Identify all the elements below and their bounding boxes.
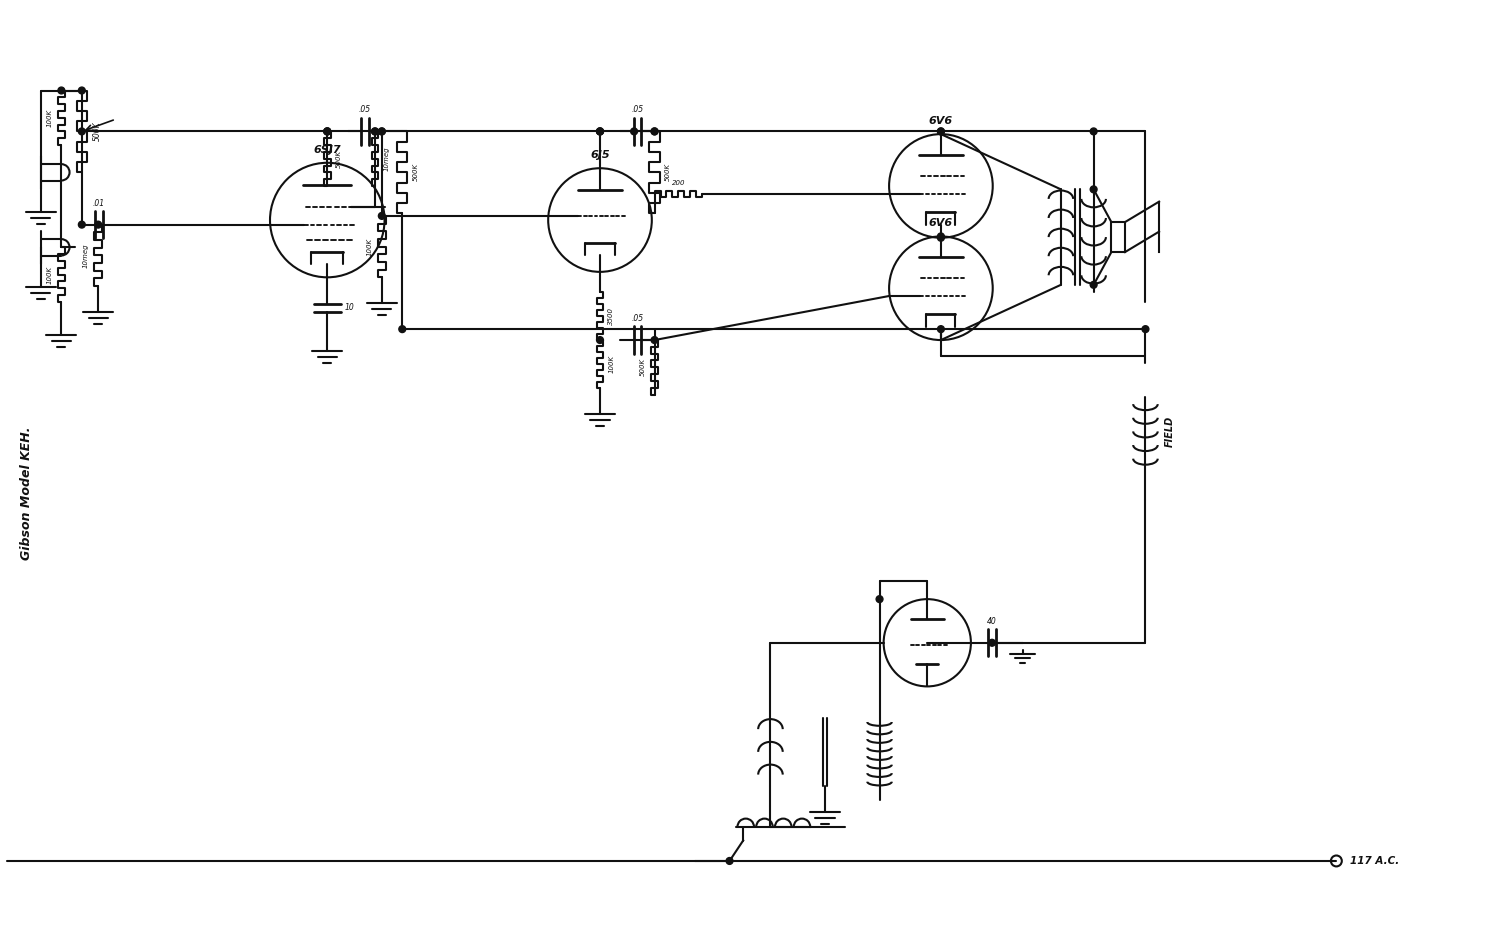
Text: 10meg: 10meg [384,146,390,171]
Text: 100K: 100K [366,237,372,256]
Circle shape [78,222,86,228]
Circle shape [597,128,603,135]
Circle shape [1090,128,1096,135]
Text: 500K: 500K [93,122,102,142]
Text: .05: .05 [632,105,644,115]
Circle shape [630,128,638,135]
Circle shape [1142,326,1149,332]
Circle shape [372,128,378,135]
Bar [1112,223,1125,252]
Circle shape [651,337,658,344]
Circle shape [58,88,64,94]
Circle shape [324,128,330,135]
Text: 40: 40 [987,616,998,626]
Circle shape [651,128,658,135]
Circle shape [651,128,658,135]
Text: 6SJ7: 6SJ7 [314,144,340,155]
Text: 10meg: 10meg [82,243,88,267]
Text: 500K: 500K [336,150,342,168]
Text: FIELD: FIELD [1164,416,1174,447]
Circle shape [938,235,945,241]
Text: 500K: 500K [413,163,419,182]
Circle shape [378,128,386,135]
Circle shape [78,88,86,94]
Circle shape [726,857,734,864]
Circle shape [938,326,945,332]
Text: Gibson Model KEH.: Gibson Model KEH. [21,426,33,560]
Circle shape [78,128,86,135]
Circle shape [597,337,603,344]
Circle shape [378,128,386,135]
Circle shape [876,596,884,602]
Text: 100K: 100K [609,355,615,373]
Text: 6V6: 6V6 [928,116,952,126]
Circle shape [597,128,603,135]
Text: 100K: 100K [46,109,53,127]
Text: .05: .05 [632,314,644,323]
Text: 6J5: 6J5 [590,150,610,160]
Circle shape [597,128,603,135]
Circle shape [372,128,378,135]
Text: 6V6: 6V6 [928,218,952,228]
Circle shape [1090,281,1096,289]
Text: 500K: 500K [639,358,645,376]
Circle shape [94,222,102,228]
Circle shape [938,128,945,135]
Text: 117 A.C.: 117 A.C. [1350,856,1400,866]
Text: 200: 200 [672,180,686,186]
Text: 500K: 500K [664,163,670,182]
Text: .01: .01 [93,198,105,208]
Circle shape [938,128,945,135]
Text: .05: .05 [358,105,370,115]
Text: 100K: 100K [46,265,53,284]
Circle shape [378,212,386,220]
Circle shape [324,128,330,135]
Circle shape [938,233,945,240]
Circle shape [399,326,405,332]
Text: 10: 10 [345,304,354,313]
Circle shape [324,128,330,135]
Circle shape [988,640,996,646]
Text: 3500: 3500 [609,307,615,325]
Circle shape [1090,186,1096,193]
